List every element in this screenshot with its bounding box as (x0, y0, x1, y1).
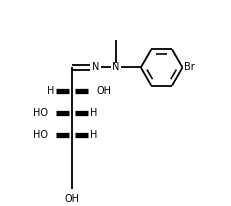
Text: H: H (90, 108, 97, 118)
Text: N: N (92, 62, 99, 73)
Text: OH: OH (64, 194, 79, 204)
Text: N: N (112, 62, 119, 73)
Text: H: H (90, 130, 97, 140)
Text: OH: OH (96, 86, 111, 96)
Text: HO: HO (32, 108, 47, 118)
Text: HO: HO (32, 130, 47, 140)
Text: H: H (47, 86, 54, 96)
Text: Br: Br (184, 62, 195, 73)
